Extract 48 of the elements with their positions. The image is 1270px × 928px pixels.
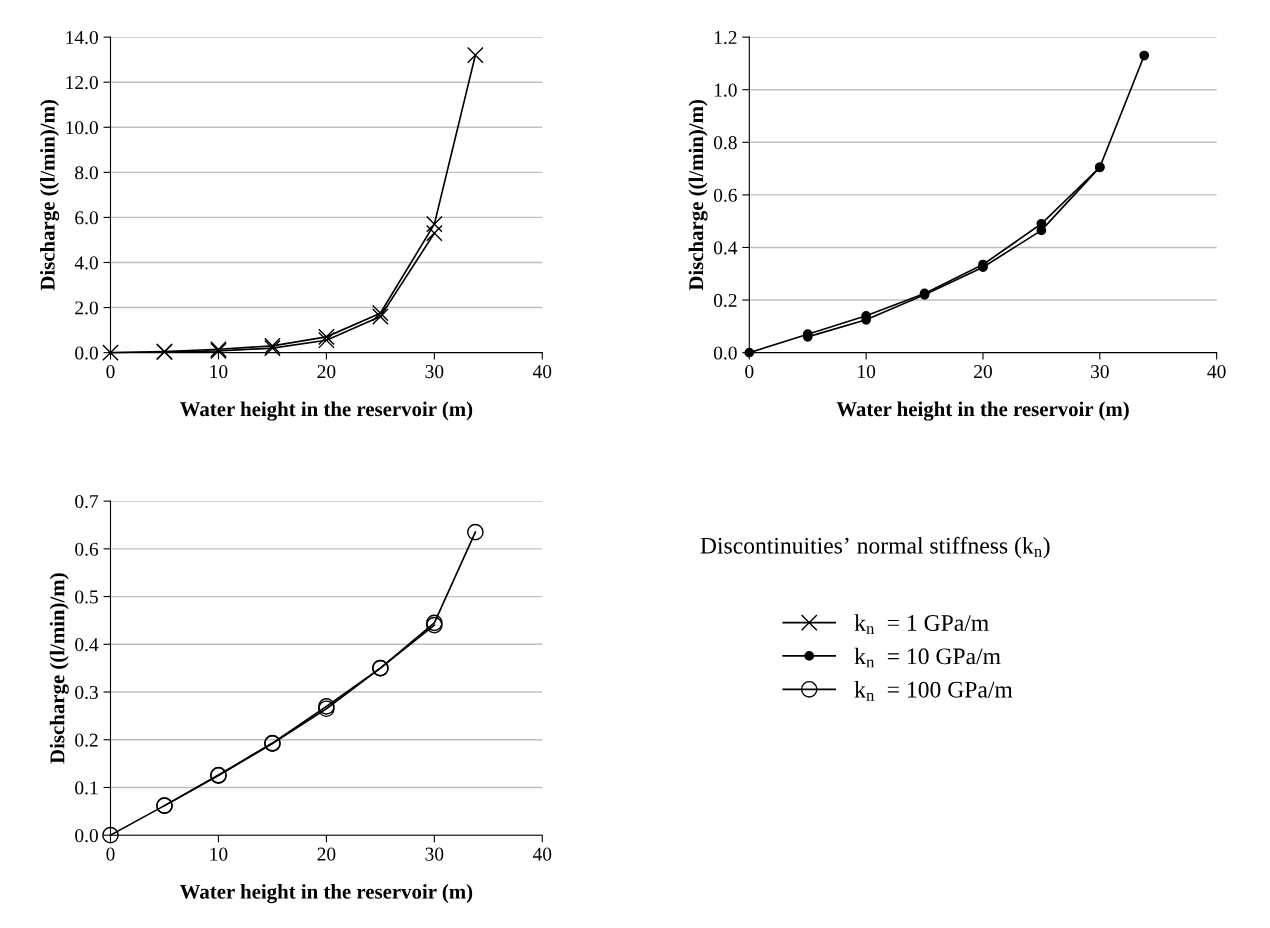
x-tick-label: 30 bbox=[1091, 365, 1109, 379]
y-tick-label: 0.3 bbox=[75, 685, 98, 700]
x-tick-label: 40 bbox=[1207, 365, 1226, 379]
x-axis-title: Water height in the reservoir (m) bbox=[179, 884, 473, 904]
x-tick-label: 30 bbox=[425, 365, 444, 379]
legend-label: k$_{n}$ = 1 GPa/m bbox=[854, 614, 989, 634]
y-tick-label: 0.5 bbox=[75, 590, 98, 604]
y-tick-label: 1.0 bbox=[714, 83, 737, 97]
y-tick-label: 2.0 bbox=[75, 301, 98, 315]
x-tick-label: 30 bbox=[425, 847, 444, 861]
x-tick-label: 40 bbox=[532, 365, 552, 379]
y-tick-label: 1.2 bbox=[714, 30, 737, 45]
y-tick-label: 0.6 bbox=[75, 542, 99, 556]
y-tick-label: 0.2 bbox=[75, 733, 98, 747]
y-tick-label: 0.7 bbox=[75, 494, 99, 509]
legend-label: k$_{n}$ = 100 GPa/m bbox=[854, 681, 1013, 701]
x-tick-label: 20 bbox=[974, 365, 992, 379]
legend-label: k$_{n}$ = 10 GPa/m bbox=[854, 647, 1001, 668]
y-tick-label: 12.0 bbox=[66, 76, 98, 90]
x-tick-label: 0 bbox=[106, 847, 115, 861]
x-tick-label: 20 bbox=[317, 847, 336, 861]
x-tick-label: 40 bbox=[532, 847, 552, 861]
legend-title: Discontinuities’ normal stiffness (k$_{n}$) bbox=[700, 536, 1050, 559]
x-tick-label: 10 bbox=[858, 365, 876, 379]
y-tick-label: 0.2 bbox=[713, 293, 737, 308]
y-axis-title: Discharge ((l/min)/m) bbox=[49, 573, 69, 764]
y-tick-label: 0.8 bbox=[713, 136, 737, 150]
x-tick-label: 10 bbox=[210, 847, 228, 861]
y-tick-label: 8.0 bbox=[75, 166, 98, 180]
x-axis-title: Water height in the reservoir (m) bbox=[179, 401, 473, 421]
x-tick-label: 20 bbox=[317, 365, 336, 379]
y-tick-label: 0.0 bbox=[75, 346, 98, 360]
y-tick-label: 0.1 bbox=[75, 781, 98, 795]
y-tick-label: 0.0 bbox=[75, 829, 98, 843]
y-tick-label: 0.6 bbox=[713, 188, 737, 202]
y-tick-label: 10.0 bbox=[66, 121, 98, 135]
y-tick-label: 0.4 bbox=[75, 638, 99, 652]
x-axis-title: Water height in the reservoir (m) bbox=[836, 401, 1129, 421]
y-axis-title: Discharge ((l/min)/m) bbox=[40, 100, 60, 291]
y-tick-label: 0.4 bbox=[713, 241, 738, 255]
x-tick-label: 0 bbox=[745, 365, 754, 379]
y-tick-label: 6.0 bbox=[75, 211, 98, 225]
x-tick-label: 10 bbox=[210, 365, 228, 379]
y-tick-label: 4.0 bbox=[74, 256, 98, 270]
y-tick-label: 0.0 bbox=[713, 346, 737, 360]
x-tick-label: 0 bbox=[106, 365, 115, 379]
y-tick-label: 14.0 bbox=[66, 30, 98, 45]
y-axis-title: Discharge ((l/min)/m) bbox=[688, 100, 708, 291]
